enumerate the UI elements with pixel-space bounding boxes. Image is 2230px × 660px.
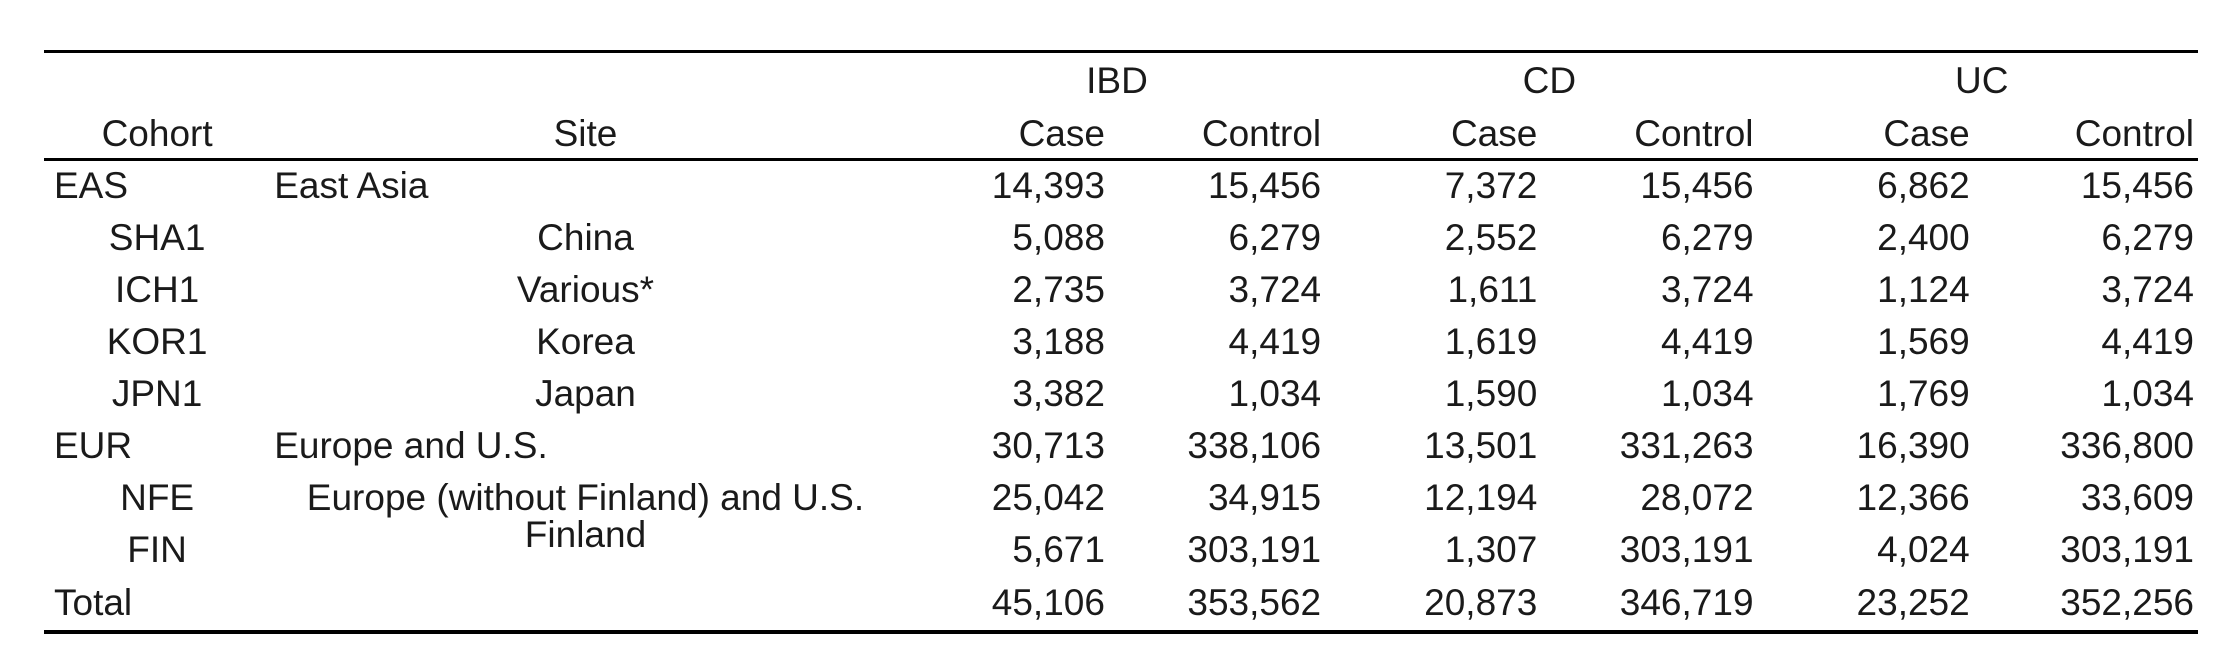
- column-header-row: Cohort Site Case Control Case Control Ca…: [44, 110, 2198, 160]
- ibd-case-cell: 2,735: [1012, 268, 1105, 310]
- cohort-cell: ICH1: [114, 268, 200, 310]
- ibd-control-cell: 303,191: [1187, 528, 1322, 570]
- group-header-spacer: [44, 52, 270, 110]
- group-header-uc: UC: [1955, 60, 2009, 102]
- cohort-cell: Total: [54, 581, 133, 623]
- site-cell: China: [537, 216, 634, 258]
- ibd-control-cell: 6,279: [1228, 216, 1322, 258]
- ibd-case-cell: 3,188: [1012, 320, 1105, 362]
- col-header-ibd-control: Control: [1201, 112, 1322, 154]
- cohort-cell: EAS: [54, 165, 129, 207]
- cohort-summary-table: IBD CD UC Cohort Site Case Control Case …: [44, 50, 2198, 634]
- uc-case-cell: 6,862: [1877, 165, 1970, 207]
- uc-control-cell: 6,279: [2101, 216, 2194, 258]
- site-label-raised: Finland: [524, 513, 647, 555]
- uc-case-cell: 1,769: [1877, 372, 1970, 414]
- group-header-cd: CD: [1522, 60, 1577, 102]
- table-row-jpn1: JPN1 Japan 3,382 1,034 1,590 1,034 1,769…: [44, 368, 2198, 420]
- table-row-ich1: ICH1 Various* 2,735 3,724 1,611 3,724 1,…: [44, 264, 2198, 316]
- col-header-uc-control: Control: [2074, 112, 2194, 154]
- ibd-case-cell: 3,382: [1012, 372, 1105, 414]
- col-header-cd-control: Control: [1634, 112, 1754, 154]
- site-cell: Finland: [270, 514, 901, 576]
- group-header-spacer: [270, 52, 901, 110]
- site-cell: East Asia: [274, 165, 429, 207]
- site-cell: [270, 576, 901, 632]
- cd-case-cell: 7,372: [1444, 165, 1538, 207]
- ibd-control-cell: 15,456: [1207, 165, 1322, 207]
- cd-case-cell: 20,873: [1424, 581, 1538, 623]
- uc-control-cell: 4,419: [2101, 320, 2194, 362]
- table-row-total: Total 45,106 353,562 20,873 346,719 23,2…: [44, 576, 2198, 632]
- cd-control-cell: 4,419: [1660, 320, 1754, 362]
- table-row-kor1: KOR1 Korea 3,188 4,419 1,619 4,419 1,569…: [44, 316, 2198, 368]
- ibd-case-cell: 25,042: [991, 476, 1105, 518]
- ibd-control-cell: 34,915: [1207, 476, 1322, 518]
- cd-case-cell: 1,590: [1444, 372, 1538, 414]
- group-header-ibd: IBD: [1086, 60, 1148, 102]
- ibd-case-cell: 5,671: [1012, 528, 1105, 570]
- cd-case-cell: 1,611: [1447, 268, 1538, 310]
- uc-control-cell: 1,034: [2101, 372, 2194, 414]
- cohort-cell: NFE: [120, 476, 195, 518]
- site-cell: Europe (without Finland) and U.S.: [306, 476, 865, 518]
- site-cell: Europe and U.S.: [274, 424, 548, 466]
- uc-control-cell: 15,456: [2080, 165, 2194, 207]
- uc-case-cell: 23,252: [1856, 581, 1970, 623]
- uc-case-cell: 12,366: [1856, 476, 1970, 518]
- table-row-eas: EAS East Asia 14,393 15,456 7,372 15,456…: [44, 160, 2198, 212]
- ibd-case-cell: 30,713: [991, 424, 1105, 466]
- table-row-eur: EUR Europe and U.S. 30,713 338,106 13,50…: [44, 420, 2198, 472]
- ibd-control-cell: 3,724: [1228, 268, 1322, 310]
- cd-case-cell: 12,194: [1424, 476, 1538, 518]
- cd-control-cell: 15,456: [1640, 165, 1754, 207]
- col-header-cohort: Cohort: [101, 112, 213, 154]
- cd-control-cell: 346,719: [1619, 581, 1754, 623]
- cd-case-cell: 1,307: [1444, 528, 1538, 570]
- cd-control-cell: 331,263: [1619, 424, 1754, 466]
- cd-control-cell: 1,034: [1660, 372, 1754, 414]
- col-header-uc-case: Case: [1883, 112, 1970, 154]
- table-row-sha1: SHA1 China 5,088 6,279 2,552 6,279 2,400…: [44, 212, 2198, 264]
- cd-control-cell: 28,072: [1640, 476, 1754, 518]
- uc-control-cell: 352,256: [2060, 581, 2194, 623]
- cd-case-cell: 13,501: [1424, 424, 1538, 466]
- cohort-cell: SHA1: [108, 216, 206, 258]
- table-container: IBD CD UC Cohort Site Case Control Case …: [44, 50, 2198, 634]
- ibd-case-cell: 45,106: [991, 581, 1105, 623]
- site-cell: Korea: [536, 320, 635, 362]
- uc-control-cell: 3,724: [2101, 268, 2194, 310]
- cohort-cell: FIN: [127, 528, 187, 570]
- cohort-cell: EUR: [54, 424, 133, 466]
- cd-control-cell: 3,724: [1660, 268, 1754, 310]
- col-header-site: Site: [553, 112, 618, 154]
- ibd-control-cell: 1,034: [1228, 372, 1322, 414]
- ibd-control-cell: 338,106: [1187, 424, 1322, 466]
- cd-case-cell: 1,619: [1444, 320, 1538, 362]
- uc-case-cell: 4,024: [1877, 528, 1970, 570]
- uc-control-cell: 33,609: [2080, 476, 2194, 518]
- col-header-ibd-case: Case: [1018, 112, 1105, 154]
- ibd-control-cell: 353,562: [1187, 581, 1322, 623]
- uc-case-cell: 1,569: [1877, 320, 1970, 362]
- uc-control-cell: 303,191: [2060, 528, 2194, 570]
- table-row-fin: FIN Finland 5,671 303,191 1,307 303,191 …: [44, 514, 2198, 576]
- cd-case-cell: 2,552: [1444, 216, 1538, 258]
- cd-control-cell: 303,191: [1619, 528, 1754, 570]
- uc-case-cell: 16,390: [1856, 424, 1970, 466]
- ibd-case-cell: 14,393: [991, 165, 1105, 207]
- group-header-row: IBD CD UC: [44, 52, 2198, 110]
- cd-control-cell: 6,279: [1660, 216, 1754, 258]
- cohort-cell: JPN1: [111, 372, 203, 414]
- uc-case-cell: 1,124: [1877, 268, 1970, 310]
- site-cell: Japan: [535, 372, 636, 414]
- table-row-nfe: NFE Europe (without Finland) and U.S. 25…: [44, 472, 2198, 524]
- col-header-cd-case: Case: [1450, 112, 1538, 154]
- site-cell: Various*: [516, 268, 655, 310]
- uc-case-cell: 2,400: [1877, 216, 1970, 258]
- ibd-control-cell: 4,419: [1228, 320, 1322, 362]
- cohort-cell: KOR1: [106, 320, 208, 362]
- uc-control-cell: 336,800: [2060, 424, 2194, 466]
- ibd-case-cell: 5,088: [1012, 216, 1105, 258]
